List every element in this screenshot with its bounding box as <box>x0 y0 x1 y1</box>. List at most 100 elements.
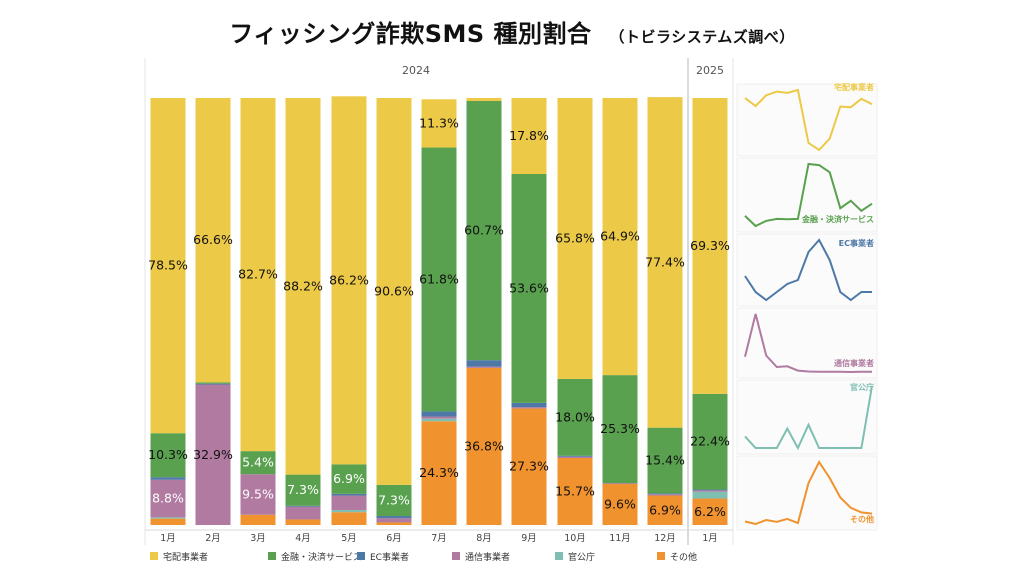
data-label: 90.6% <box>374 283 414 298</box>
year-header: 2025 <box>696 64 724 77</box>
bar-segment <box>557 455 593 457</box>
legend-swatch <box>657 552 665 560</box>
data-label: 32.9% <box>193 447 233 462</box>
bar-segment <box>421 147 457 412</box>
month-tick-label: 3月 <box>250 533 266 544</box>
data-label: 6.2% <box>694 504 726 519</box>
data-label: 9.6% <box>604 497 636 512</box>
bar-segment <box>692 490 728 492</box>
bars-layer <box>150 96 728 525</box>
bar-segment <box>376 98 412 485</box>
bar-segment <box>602 483 638 485</box>
bar-segment <box>557 98 593 379</box>
legend-label: その他 <box>670 551 697 563</box>
bar-segment <box>511 408 547 525</box>
legend-label: 宅配事業者 <box>163 551 208 563</box>
bar-segment <box>421 421 457 525</box>
data-label: 78.5% <box>148 258 188 273</box>
axes-layer: 2024 2025 1月 2月 3月 4月 5月 6月 7月 8月 9月 10月 11月 12月 1月 <box>144 58 734 545</box>
bar-segment <box>240 451 276 475</box>
legend-swatch <box>357 552 365 560</box>
data-label: 5.4% <box>242 455 274 470</box>
data-label: 88.2% <box>283 278 323 293</box>
data-label: 65.8% <box>555 230 595 245</box>
bar-segment <box>240 474 276 515</box>
sparkline-line <box>744 162 873 228</box>
sparkline-box <box>736 379 878 455</box>
data-label: 27.3% <box>509 459 549 474</box>
data-label: 61.8% <box>419 271 459 286</box>
bar-segment <box>602 98 638 376</box>
data-label: 77.4% <box>645 254 685 269</box>
bar-segment <box>195 98 231 383</box>
data-label: 15.4% <box>645 453 685 468</box>
sparkline-label: その他 <box>850 514 874 524</box>
legend-label: EC事業者 <box>370 551 409 563</box>
bar-segment <box>195 382 231 384</box>
bar-segment <box>466 360 502 367</box>
sparkline-label: 宅配事業者 <box>834 82 874 92</box>
sparkline-label: 通信事業者 <box>834 358 874 368</box>
bar-segment <box>150 517 186 519</box>
sparkline-label: 金融・決済サービス <box>801 214 874 224</box>
data-label: 25.3% <box>600 421 640 436</box>
data-label: 60.7% <box>464 223 504 238</box>
sparkline-line <box>744 238 872 302</box>
bar-segment <box>511 174 547 403</box>
year-header: 2024 <box>402 64 430 77</box>
sparkline-box <box>736 233 878 307</box>
sparkline-line <box>744 460 873 526</box>
bar-segment <box>150 479 186 518</box>
bar-segment <box>195 383 231 385</box>
sparkline-line <box>744 88 873 152</box>
bar-segment <box>376 484 412 517</box>
data-label: 7.3% <box>287 482 319 497</box>
bar-segment <box>421 418 457 422</box>
sparkline-label: EC事業者 <box>839 238 874 248</box>
data-label: 7.3% <box>378 492 410 507</box>
bar-segment <box>557 457 593 525</box>
month-tick-label: 4月 <box>295 533 311 544</box>
bar-segment <box>647 493 683 495</box>
month-tick-label: 12月 <box>654 533 676 544</box>
bar-segment <box>376 518 412 523</box>
bar-segment <box>602 484 638 525</box>
data-label: 6.9% <box>649 502 681 517</box>
month-tick-label: 2月 <box>205 533 221 544</box>
bar-segment <box>285 505 321 507</box>
legend-swatch <box>555 552 563 560</box>
bar-segment <box>331 495 367 511</box>
bar-segment <box>376 516 412 519</box>
data-label: 17.8% <box>509 128 549 143</box>
sparkline-line <box>744 385 873 451</box>
bar-segment <box>331 512 367 525</box>
data-label: 24.3% <box>419 465 459 480</box>
data-label: 66.6% <box>193 232 233 247</box>
bar-segment <box>195 384 231 525</box>
bar-segment <box>692 393 728 490</box>
bar-segment <box>466 367 502 525</box>
chart-title-sub: （トビラシステムズ調べ） <box>609 28 795 46</box>
bar-segment <box>285 519 321 525</box>
data-label: 64.9% <box>600 229 640 244</box>
data-label: 18.0% <box>555 409 595 424</box>
sparkline-line <box>744 313 872 374</box>
bar-segment <box>240 98 276 452</box>
bar-segment <box>466 98 502 101</box>
month-tick-label: 6月 <box>386 533 402 544</box>
data-label: 9.5% <box>242 486 274 501</box>
sparkline-box <box>736 83 878 157</box>
chart-title-main: フィッシング詐欺SMS 種別割合 <box>229 20 592 48</box>
legend: 宅配事業者 金融・決済サービス EC事業者 通信事業者 官公庁 その他 <box>150 551 697 563</box>
month-tick-label: 11月 <box>609 533 631 544</box>
bar-segment <box>331 493 367 496</box>
data-label: 11.3% <box>419 115 459 130</box>
bar-segment <box>421 416 457 419</box>
bar-segment <box>557 378 593 456</box>
bar-segment <box>331 464 367 494</box>
data-labels-layer: 24.3% 36.8% 27.3% 15.7% 9.6% 6.9% 6.2% 8.8% 32.9… <box>148 115 730 518</box>
sparkline-box <box>736 307 878 379</box>
bar-segment <box>692 489 728 491</box>
